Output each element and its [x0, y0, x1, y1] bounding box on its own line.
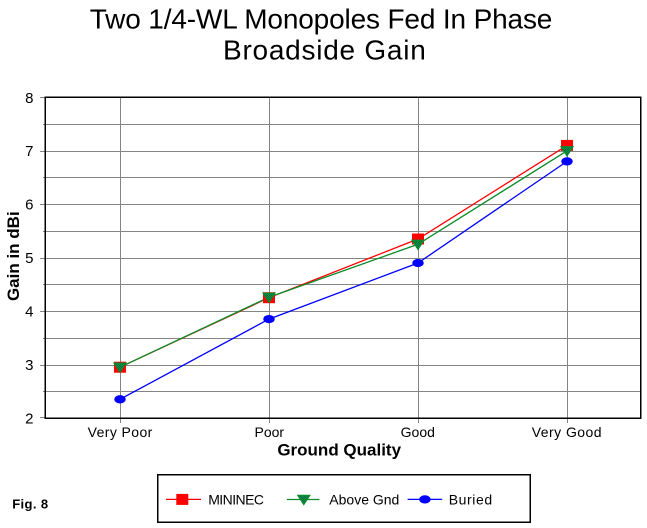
- svg-text:Very Good: Very Good: [532, 424, 602, 440]
- svg-text:7: 7: [25, 143, 33, 160]
- svg-text:Ground Quality: Ground Quality: [277, 440, 401, 459]
- svg-text:8: 8: [25, 90, 33, 107]
- svg-text:Very Poor: Very Poor: [88, 424, 153, 440]
- svg-text:Buried: Buried: [449, 492, 493, 508]
- svg-text:Gain in dBi: Gain in dBi: [4, 211, 23, 301]
- svg-text:3: 3: [25, 357, 33, 374]
- svg-text:2: 2: [25, 410, 33, 427]
- svg-text:MININEC: MININEC: [208, 492, 264, 508]
- svg-text:Poor: Poor: [255, 424, 285, 440]
- svg-text:Two 1/4-WL Monopoles Fed In Ph: Two 1/4-WL Monopoles Fed In Phase: [90, 3, 552, 34]
- svg-text:Broadside Gain: Broadside Gain: [223, 34, 427, 65]
- svg-text:Above Gnd: Above Gnd: [329, 492, 399, 508]
- svg-text:5: 5: [25, 250, 33, 267]
- svg-text:Fig. 8: Fig. 8: [12, 496, 48, 511]
- svg-text:Good: Good: [401, 424, 435, 440]
- svg-text:4: 4: [25, 304, 33, 321]
- svg-text:6: 6: [25, 197, 33, 214]
